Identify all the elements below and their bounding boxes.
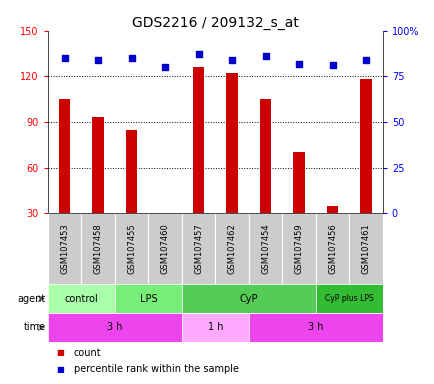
Text: GSM107453: GSM107453	[60, 223, 69, 274]
Bar	[359, 79, 371, 213]
Point	[195, 51, 202, 58]
Bar	[226, 73, 237, 213]
Bar	[48, 284, 115, 313]
Point	[61, 55, 68, 61]
Bar	[48, 313, 181, 342]
Bar	[293, 152, 304, 213]
Text: CyP plus LPS: CyP plus LPS	[324, 294, 373, 303]
Point	[228, 57, 235, 63]
Bar	[181, 313, 248, 342]
Text: ■: ■	[56, 365, 64, 374]
Bar	[315, 213, 349, 284]
Bar	[115, 213, 148, 284]
Bar	[259, 99, 271, 213]
Text: GSM107457: GSM107457	[194, 223, 203, 274]
Point	[261, 53, 268, 59]
Text: GSM107458: GSM107458	[93, 223, 102, 274]
Point	[329, 62, 335, 68]
Bar	[92, 118, 104, 213]
Text: ■: ■	[56, 348, 64, 357]
Bar	[59, 99, 70, 213]
Text: LPS: LPS	[139, 293, 157, 304]
Text: 1 h: 1 h	[207, 322, 223, 333]
Point	[161, 64, 168, 70]
Bar	[248, 313, 382, 342]
Text: GSM107459: GSM107459	[294, 223, 303, 274]
Bar	[125, 129, 137, 213]
Bar	[326, 205, 338, 213]
Text: 3 h: 3 h	[307, 322, 323, 333]
Text: time: time	[23, 322, 46, 333]
Bar	[159, 213, 171, 216]
Bar	[282, 213, 315, 284]
Title: GDS2216 / 209132_s_at: GDS2216 / 209132_s_at	[132, 16, 298, 30]
Bar	[181, 213, 215, 284]
Text: count: count	[74, 348, 102, 358]
Bar	[248, 213, 282, 284]
Bar	[349, 213, 382, 284]
Text: GSM107460: GSM107460	[160, 223, 169, 274]
Point	[295, 61, 302, 67]
Text: agent: agent	[17, 293, 46, 304]
Text: 3 h: 3 h	[107, 322, 122, 333]
Text: percentile rank within the sample: percentile rank within the sample	[74, 364, 238, 374]
Point	[362, 57, 369, 63]
Text: GSM107462: GSM107462	[227, 223, 236, 274]
Bar	[215, 213, 248, 284]
Text: GSM107461: GSM107461	[361, 223, 370, 274]
Bar	[81, 213, 115, 284]
Text: GSM107455: GSM107455	[127, 223, 136, 274]
Point	[128, 55, 135, 61]
Bar	[148, 213, 181, 284]
Bar	[181, 284, 315, 313]
Text: control: control	[64, 293, 98, 304]
Text: CyP: CyP	[239, 293, 257, 304]
Bar	[115, 284, 181, 313]
Point	[95, 57, 102, 63]
Bar	[315, 284, 382, 313]
Text: GSM107454: GSM107454	[260, 223, 270, 274]
Bar	[48, 213, 81, 284]
Bar	[192, 67, 204, 213]
Text: GSM107456: GSM107456	[327, 223, 336, 274]
